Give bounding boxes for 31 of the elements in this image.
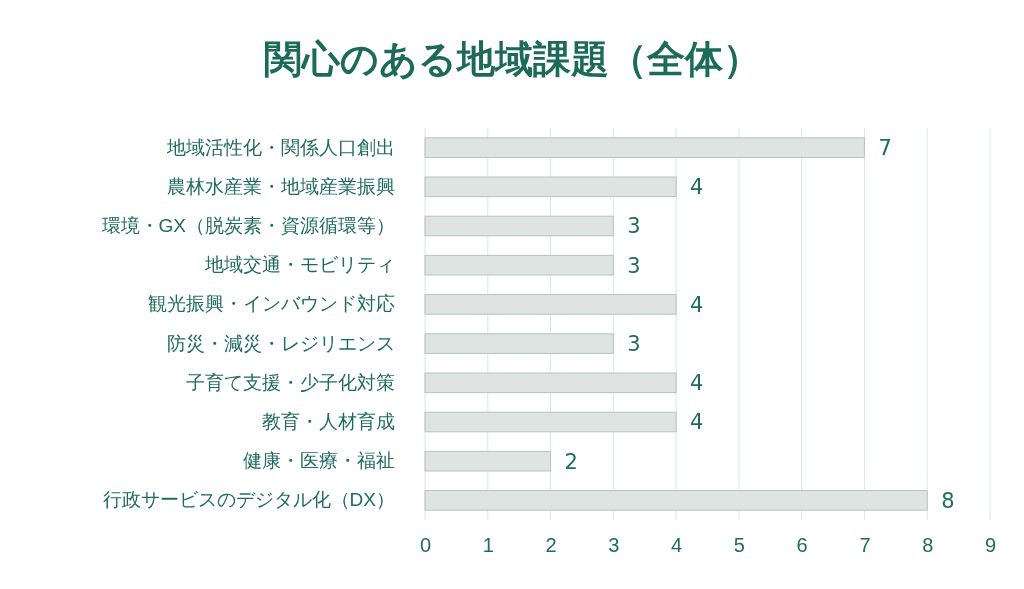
y-tick-label: 子育て支援・少子化対策 [186,371,395,393]
x-tick-label: 4 [671,534,683,557]
y-tick-label: 防災・減災・レジリエンス [167,332,395,354]
data-label: 2 [564,449,578,474]
x-tick-label: 0 [419,534,432,557]
x-tick-label: 9 [984,534,997,557]
data-label: 4 [690,410,704,435]
chart-title: 関心のある地域課題（全体） [263,37,761,81]
data-label: 3 [627,253,641,278]
data-label: 3 [627,214,641,239]
data-label: 4 [690,371,704,396]
x-tick-label: 5 [733,534,745,557]
y-tick-label: 教育・人材育成 [262,411,395,433]
x-tick-label: 2 [545,534,557,557]
data-label: 4 [690,175,704,200]
x-tick-label: 8 [922,534,934,557]
data-label: 8 [941,488,955,513]
y-tick-label: 環境・GX（脱炭素・資源循環等） [101,215,395,237]
x-tick-label: 3 [608,534,620,557]
y-tick-label: 健康・医療・福祉 [243,450,395,472]
y-tick-label: 行政サービスのデジタル化（DX） [102,489,395,511]
data-label: 7 [878,135,892,160]
y-tick-label: 農林水産業・地域産業振興 [167,175,395,197]
x-tick-label: 6 [796,534,808,557]
data-label: 3 [627,331,641,356]
data-label: 4 [690,292,704,317]
x-tick-label: 7 [859,534,871,557]
y-tick-label: 地域活性化・関係人口創出 [166,136,395,158]
y-tick-label: 地域交通・モビリティ [204,254,395,276]
x-tick-label: 1 [482,534,494,557]
y-tick-label: 観光振興・インバウンド対応 [148,293,395,315]
